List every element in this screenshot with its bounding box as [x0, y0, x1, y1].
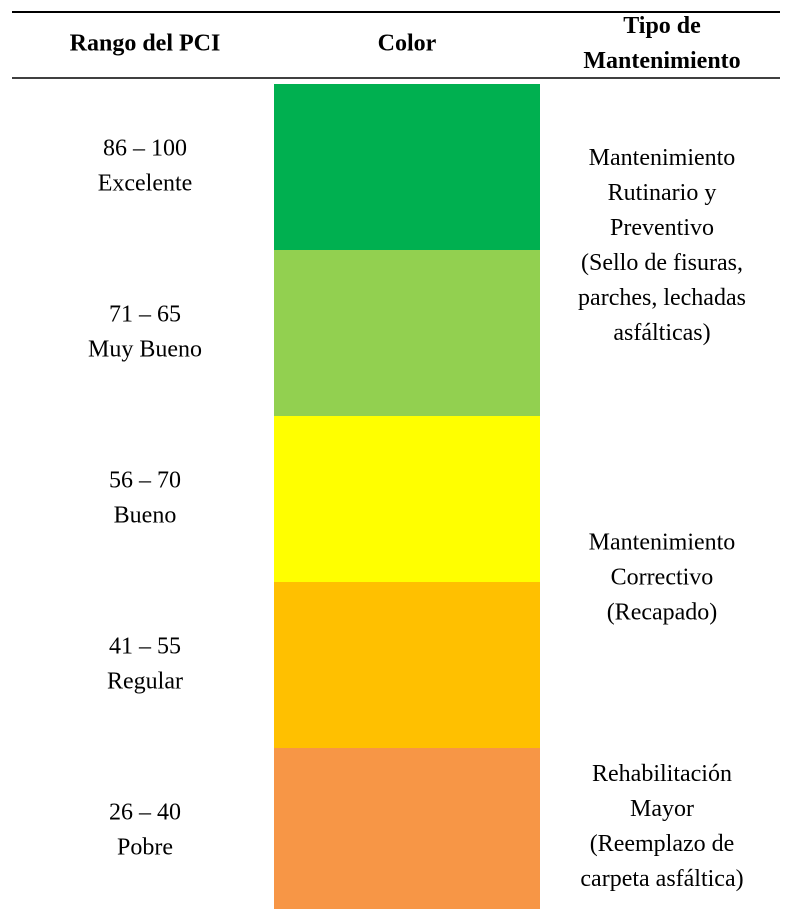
maintenance-text: Preventivo: [610, 215, 714, 241]
maintenance-text: carpeta asfáltica): [580, 866, 743, 892]
color-swatch: [274, 84, 540, 250]
pci-range: 86 – 100: [103, 136, 187, 162]
maintenance-text: (Reemplazo de: [590, 831, 735, 857]
condition-label: Excelente: [98, 171, 193, 197]
maintenance-text: asfálticas): [613, 320, 710, 346]
pci-range: 71 – 65: [109, 302, 181, 328]
color-swatch: [274, 582, 540, 748]
color-swatch: [274, 250, 540, 416]
condition-label: Regular: [107, 669, 183, 695]
maintenance-text: Rehabilitación: [592, 761, 732, 787]
maintenance-text: Rutinario y: [608, 180, 717, 206]
maintenance-text: Mayor: [630, 796, 694, 822]
maintenance-text: (Sello de fisuras,: [581, 250, 743, 276]
condition-label: Muy Bueno: [88, 337, 202, 363]
color-swatch: [274, 416, 540, 582]
maintenance-text: parches, lechadas: [578, 285, 746, 311]
maintenance-text: (Recapado): [607, 600, 718, 626]
header-cell: Tipo de: [623, 13, 701, 39]
maintenance-text: Correctivo: [611, 565, 714, 591]
pci-range: 56 – 70: [109, 468, 181, 494]
condition-label: Bueno: [114, 503, 177, 529]
pci-range: 41 – 55: [109, 634, 181, 660]
header-cell: Mantenimiento: [583, 48, 740, 74]
maintenance-text: Mantenimiento: [589, 145, 736, 171]
header-cell: Color: [378, 31, 437, 57]
condition-label: Pobre: [117, 835, 173, 861]
header-cell: Rango del PCI: [70, 31, 221, 57]
color-swatch: [274, 748, 540, 909]
pci-range: 26 – 40: [109, 800, 181, 826]
maintenance-text: Mantenimiento: [589, 530, 736, 556]
